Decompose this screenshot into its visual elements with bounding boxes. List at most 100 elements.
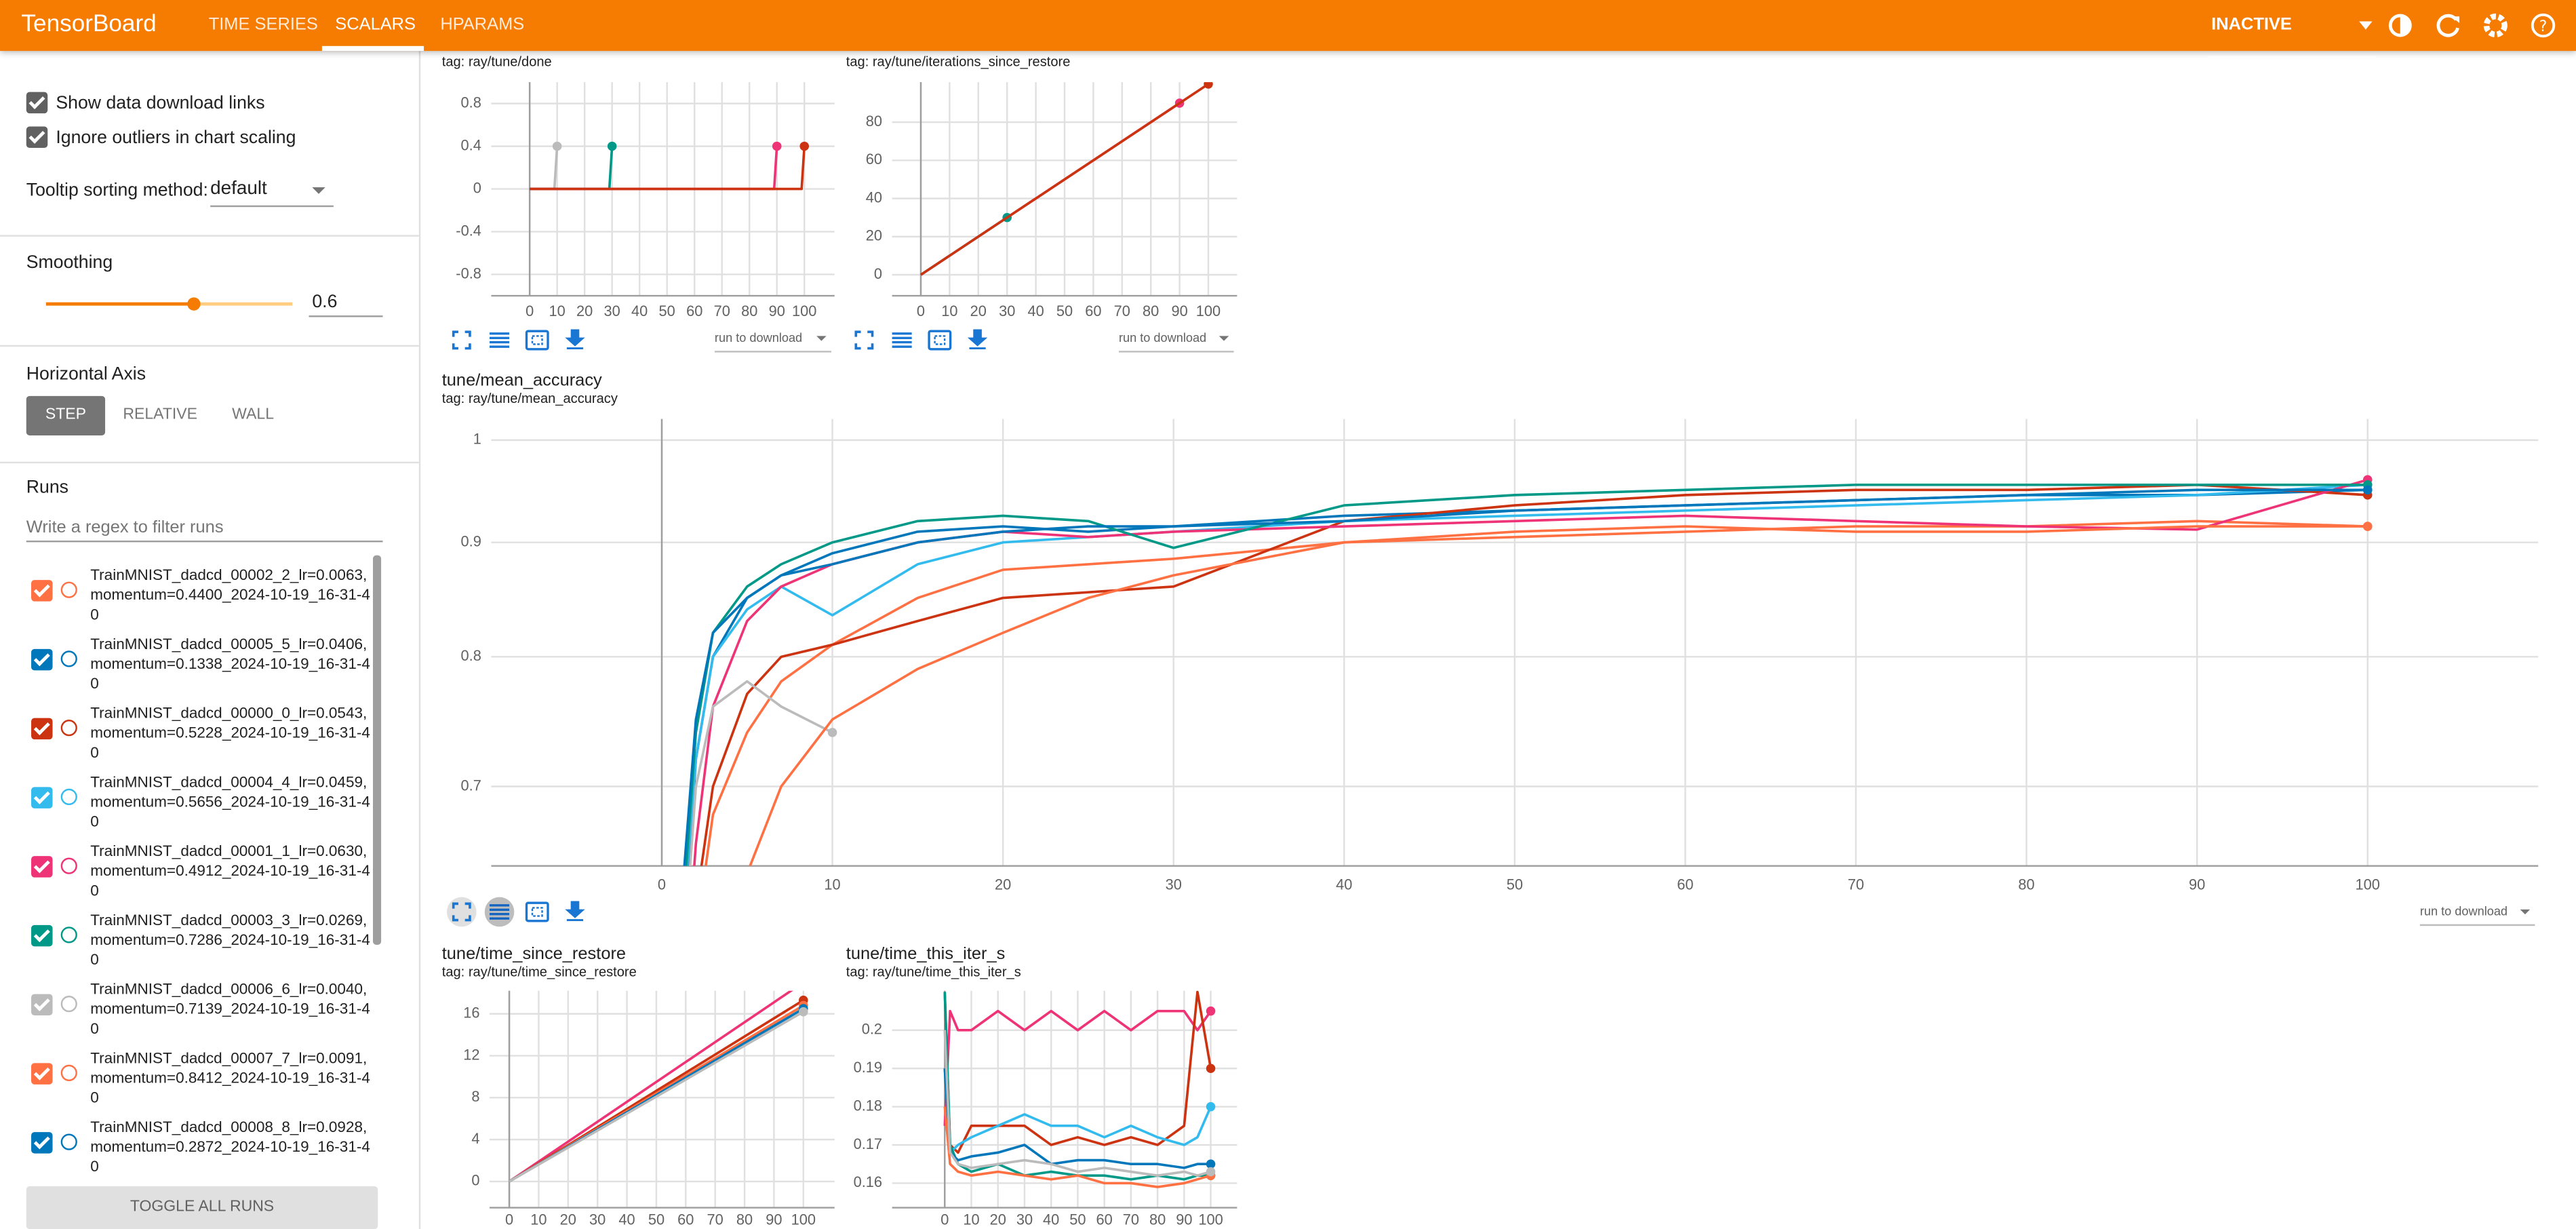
x-tick-label: 20 [576, 303, 593, 319]
help-mark: ? [2539, 18, 2548, 35]
y-tick-label: 80 [866, 113, 882, 130]
axis-button[interactable]: WALL [232, 406, 275, 425]
select-arrow [816, 336, 827, 341]
status[interactable]: INACTIVE [2211, 14, 2292, 35]
tooltip-select[interactable]: default [210, 179, 267, 199]
run-color-dot[interactable] [60, 857, 77, 874]
series-end-point [799, 141, 810, 151]
y-tick-label: 60 [866, 151, 882, 168]
fit-domain-inner [934, 335, 946, 345]
log-scale-button[interactable] [490, 904, 510, 920]
series-line [943, 1009, 1212, 1126]
download-button[interactable] [967, 329, 988, 350]
series-line [683, 488, 2368, 866]
axis-button[interactable]: STEP [26, 395, 106, 435]
header-icons: ? [2359, 13, 2556, 38]
run-checkbox[interactable] [31, 994, 53, 1016]
fullscreen-button[interactable] [452, 902, 471, 922]
run-name-line: 0 [90, 882, 99, 899]
run-color-dot[interactable] [60, 581, 77, 598]
run-checkbox[interactable] [31, 1063, 53, 1085]
sidebar: Show data download links Ignore outliers… [0, 51, 421, 1229]
run-name-line: 0 [90, 1158, 99, 1175]
run-download-select[interactable]: run to download [2420, 904, 2508, 918]
x-tick-label: 90 [769, 303, 785, 319]
run-name-line: momentum=0.7139_2024-10-19_16-31-4 [90, 1000, 370, 1017]
y-tick-label: -0.4 [456, 222, 481, 239]
series-end-point [772, 141, 782, 151]
checkbox[interactable] [26, 92, 48, 114]
x-tick-label: 10 [963, 1211, 979, 1228]
fit-domain-button[interactable] [928, 330, 952, 351]
run-color-dot[interactable] [60, 650, 77, 667]
series-end-point [607, 141, 617, 151]
fit-domain-button[interactable] [525, 901, 549, 922]
status-underline [2208, 56, 2376, 58]
x-tick-label: 10 [530, 1211, 547, 1228]
run-name-line: 0 [90, 675, 99, 692]
chart-tag: tag: ray/tune/mean_accuracy [442, 391, 618, 406]
download-button[interactable] [565, 329, 585, 350]
run-download-select[interactable]: run to download [715, 331, 802, 345]
run-checkbox[interactable] [31, 1132, 53, 1154]
run-download-select[interactable]: run to download [1119, 331, 1206, 345]
tab[interactable]: SCALARS [335, 14, 416, 35]
axis-button[interactable]: RELATIVE [123, 406, 198, 425]
reload-icon[interactable] [2436, 14, 2459, 37]
settings-icon[interactable] [2483, 13, 2508, 38]
x-tick-label: 90 [766, 1211, 782, 1228]
x-tick-label: 80 [736, 1211, 753, 1228]
run-checkbox[interactable] [31, 718, 53, 740]
run-item: TrainMNIST_dadcd_00006_6_lr=0.0040, momen… [0, 975, 372, 1044]
x-tick-label: 60 [686, 303, 702, 319]
run-checkbox[interactable] [31, 787, 53, 808]
tab[interactable]: TIME SERIES [208, 14, 318, 35]
fit-domain-button[interactable] [525, 330, 549, 351]
run-color-dot[interactable] [60, 1133, 77, 1150]
run-checkbox[interactable] [31, 580, 53, 602]
theme-icon-half [2400, 16, 2411, 36]
run-checkbox[interactable] [31, 924, 53, 947]
x-tick-label: 0 [526, 303, 534, 319]
chart-title: tune/time_since_restore [442, 944, 626, 963]
fullscreen-button[interactable] [854, 330, 874, 350]
log-scale-button[interactable] [892, 332, 912, 348]
run-item: TrainMNIST_dadcd_00004_4_lr=0.0459, momen… [0, 767, 372, 836]
dropdown-arrow[interactable] [2359, 21, 2373, 30]
run-checkbox[interactable] [31, 856, 53, 878]
log-scale-button[interactable] [490, 332, 510, 348]
fullscreen-button[interactable] [452, 330, 471, 350]
run-color-dot[interactable] [60, 1064, 77, 1082]
filter-input[interactable]: Write a regex to filter runs [26, 518, 224, 538]
run-name-line: 0 [90, 744, 99, 761]
run-color-dot[interactable] [60, 788, 77, 806]
run-color-dot[interactable] [60, 996, 77, 1013]
tab[interactable]: HPARAMS [440, 14, 525, 35]
download-button[interactable] [565, 901, 585, 922]
x-tick-label: 0 [940, 1211, 949, 1228]
fit-domain-inner [531, 907, 543, 917]
help-icon[interactable] [2531, 13, 2556, 38]
run-name-line: TrainMNIST_dadcd_00004_4_lr=0.0459, [90, 773, 368, 791]
x-tick-label: 90 [1176, 1211, 1192, 1228]
series-line [530, 146, 614, 191]
y-tick-label: 0 [874, 265, 882, 282]
run-color-dot[interactable] [60, 926, 77, 943]
x-tick-label: 90 [2189, 876, 2205, 893]
plot [943, 990, 1216, 1188]
toggle-runs-button[interactable]: TOGGLE ALL RUNS [26, 1186, 378, 1229]
y-tick-label: 0 [471, 1172, 479, 1189]
scrollbar[interactable] [372, 555, 382, 945]
checkbox[interactable] [26, 126, 48, 149]
series-end-point [2362, 522, 2373, 531]
series-line [685, 483, 2368, 866]
series-line [688, 680, 833, 866]
run-checkbox[interactable] [31, 648, 53, 671]
run-name-line: TrainMNIST_dadcd_00001_1_lr=0.0630, [90, 842, 368, 859]
slider-thumb[interactable] [187, 297, 201, 311]
run-item: TrainMNIST_dadcd_00002_2_lr=0.0063, momen… [0, 560, 372, 629]
run-item: TrainMNIST_dadcd_00005_5_lr=0.0406, momen… [0, 629, 372, 699]
smoothing-input[interactable]: 0.6 [312, 292, 338, 313]
run-name-line: 0 [90, 606, 99, 623]
run-color-dot[interactable] [60, 720, 77, 737]
